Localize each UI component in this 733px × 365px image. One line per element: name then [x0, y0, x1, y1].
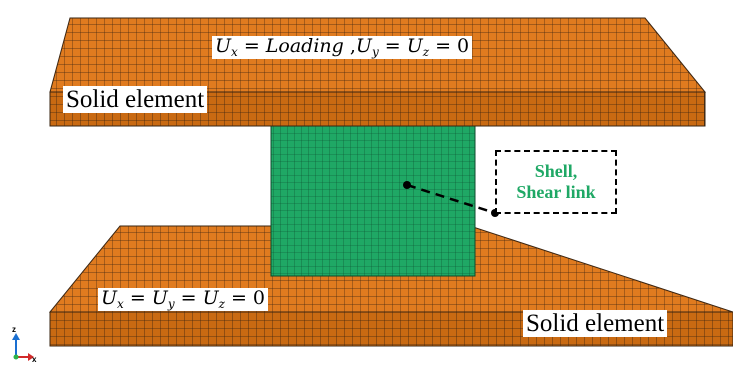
shell-callout-line2: Shear link [516, 182, 596, 202]
top-boundary-condition-label: Ux = Loading ,Uy = Uz = 0 [212, 36, 473, 59]
solid-element-label-bottom: Solid element [523, 310, 668, 337]
axis-x-label: x [32, 355, 37, 364]
axis-z-arrow [12, 333, 20, 340]
solid-element-label-top: Solid element [63, 86, 208, 113]
shell-shear-link-callout: Shell, Shear link [495, 150, 617, 214]
bottom-boundary-condition-label: Ux = Uy = Uz = 0 [98, 288, 269, 311]
shell-leader-line [406, 183, 496, 215]
axis-z-label: z [12, 325, 16, 334]
top-plate-front-face [49, 91, 706, 127]
shell-shear-link [270, 125, 476, 277]
axis-y-dot [13, 354, 19, 360]
shell-callout-line1: Shell, [534, 161, 578, 182]
axis-triad [12, 333, 34, 361]
shell-leader-start-dot [403, 181, 411, 189]
axis-x-arrow [28, 353, 34, 361]
